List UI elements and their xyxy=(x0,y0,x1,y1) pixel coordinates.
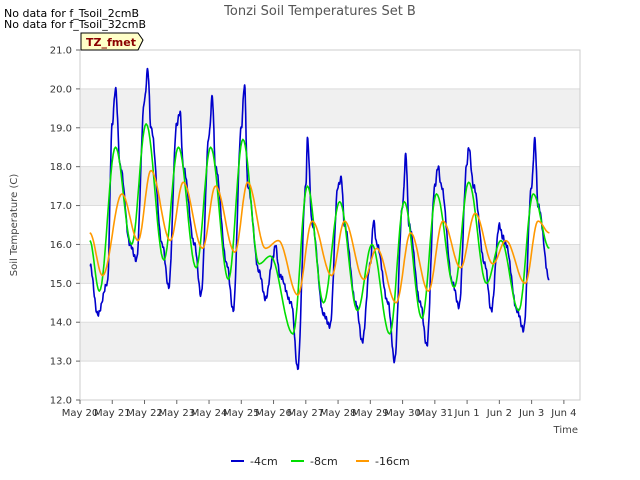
x-axis-title: Time xyxy=(553,425,578,436)
y-axis-title: Soil Temperature (C) xyxy=(9,174,20,277)
x-tick-label: May 30 xyxy=(384,408,421,419)
x-tick-label: May 22 xyxy=(126,408,163,419)
no-data-message-32cm: No data for f_Tsoil_32cmB xyxy=(4,18,147,31)
y-tick-label: 18.0 xyxy=(50,162,72,173)
x-tick-label: Jun 3 xyxy=(518,408,544,419)
x-tick-label: Jun 2 xyxy=(486,408,512,419)
x-tick-label: May 29 xyxy=(352,408,389,419)
x-tick-label: Jun 1 xyxy=(454,408,480,419)
x-tick-label: May 27 xyxy=(288,408,325,419)
series-lines xyxy=(89,67,550,371)
y-tick-label: 20.0 xyxy=(50,84,72,95)
x-tick-label: May 24 xyxy=(191,408,228,419)
y-tick-label: 16.0 xyxy=(50,240,72,251)
legend-label: -8cm xyxy=(310,455,338,468)
badge-box xyxy=(80,32,144,51)
series-line-16cmcm xyxy=(89,169,550,304)
no-data-message-2cm: No data for f_Tsoil_2cmB xyxy=(4,7,140,20)
series-line-8cmcm xyxy=(89,123,550,335)
y-tick-label: 19.0 xyxy=(50,123,72,134)
y-tick-label: 17.0 xyxy=(50,201,72,212)
legend-label: -16cm xyxy=(375,455,410,468)
y-tick-label: 15.0 xyxy=(50,279,72,290)
y-tick-label: 12.0 xyxy=(50,396,72,407)
chart-title: Tonzi Soil Temperatures Set B xyxy=(223,4,416,19)
y-tick-label: 13.0 xyxy=(50,357,72,368)
badge-label: TZ_fmet xyxy=(86,36,136,49)
y-axis-ticks: 12.0 13.0 14.0 15.0 16.0 17.0 18.0 19.0 20.0 21.0 xyxy=(50,46,80,407)
plot-background-bands xyxy=(80,88,580,362)
x-tick-label: May 21 xyxy=(94,408,131,419)
x-tick-label: May 20 xyxy=(62,408,99,419)
x-tick-label: Jun 4 xyxy=(550,408,576,419)
x-tick-label: May 25 xyxy=(223,408,260,419)
plot-frame xyxy=(79,49,581,401)
x-tick-label: May 31 xyxy=(417,408,454,419)
y-tick-label: 21.0 xyxy=(50,46,72,57)
background-band xyxy=(80,88,580,128)
legend-label: -4cm xyxy=(250,455,278,468)
y-tick-label: 14.0 xyxy=(50,318,72,329)
legend: -4cm -8cm -16cm xyxy=(231,455,410,468)
x-tick-label: May 26 xyxy=(255,408,292,419)
tz-fmet-badge: TZ_fmet xyxy=(80,32,144,51)
x-tick-label: May 23 xyxy=(158,408,195,419)
background-band xyxy=(80,166,580,206)
x-tick-label: May 28 xyxy=(320,408,357,419)
